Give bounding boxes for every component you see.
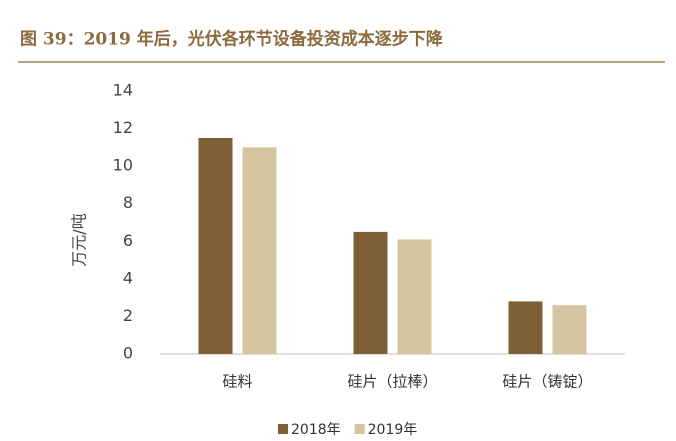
legend-swatch — [278, 424, 288, 434]
y-tick-label: 10 — [113, 156, 133, 175]
legend-label: 2018年 — [291, 422, 341, 438]
y-tick-label: 4 — [123, 268, 133, 287]
bar — [397, 239, 432, 354]
y-axis-label: 万元/吨 — [70, 213, 89, 266]
bar — [552, 305, 587, 354]
y-tick-label: 14 — [113, 81, 133, 100]
legend-label: 2019年 — [368, 422, 418, 438]
bar — [353, 231, 388, 354]
y-tick-label: 12 — [113, 118, 133, 137]
y-tick-label: 6 — [123, 231, 133, 250]
y-tick-label: 2 — [123, 306, 133, 325]
bar — [242, 147, 277, 354]
chart-title: 图 39：2019 年后，光伏各环节设备投资成本逐步下降 — [20, 29, 444, 50]
bar — [198, 137, 233, 354]
y-tick-label: 0 — [123, 344, 133, 363]
x-tick-label: 硅片（拉棒） — [347, 373, 437, 391]
bar — [508, 301, 543, 354]
y-tick-label: 8 — [123, 193, 133, 212]
x-tick-label: 硅片（铸锭） — [502, 373, 592, 391]
legend-swatch — [354, 424, 365, 434]
x-tick-label: 硅料 — [222, 373, 252, 391]
